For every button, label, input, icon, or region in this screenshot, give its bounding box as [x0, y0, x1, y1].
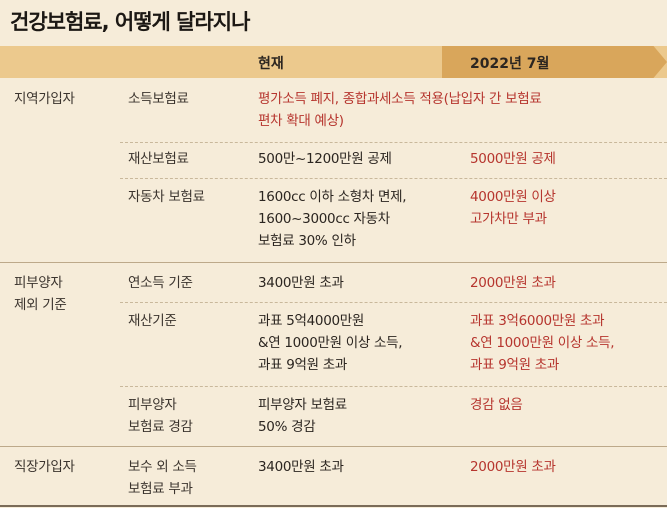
current-value: 3400만원 초과 — [258, 459, 344, 475]
item-label: 재산기준 — [128, 313, 177, 329]
section-divider — [0, 446, 667, 447]
page-title: 건강보험료, 어떻게 달라지나 — [10, 10, 250, 34]
row-divider — [120, 178, 667, 179]
current-value: 1600cc 이하 소형차 면제, — [258, 189, 407, 205]
current-value: 500만~1200만원 공제 — [258, 151, 392, 167]
future-value: 2000만원 초과 — [470, 459, 556, 475]
row-divider — [120, 302, 667, 303]
table-bottom-border — [0, 505, 667, 507]
item-label: 자동차 보험료 — [128, 189, 205, 205]
item-label: 연소득 기준 — [128, 275, 193, 291]
current-value: 3400만원 초과 — [258, 275, 344, 291]
future-value: 고가차만 부과 — [470, 211, 547, 227]
future-value: 5000만원 공제 — [470, 151, 556, 167]
header-accent-arrow — [442, 46, 667, 78]
header-current: 현재 — [258, 56, 284, 72]
future-value: &연 1000만원 이상 소득, — [470, 335, 615, 351]
combined-value: 편차 확대 예상) — [258, 113, 344, 129]
current-value: 피부양자 보험료 — [258, 397, 347, 413]
section-label: 직장가입자 — [14, 459, 75, 475]
row-divider — [120, 386, 667, 387]
section-divider — [0, 262, 667, 263]
combined-value: 평가소득 폐지, 종합과세소득 적용(납입자 간 보험료 — [258, 91, 542, 107]
future-value: 과표 9억원 초과 — [470, 357, 559, 373]
current-value: 과표 5억4000만원 — [258, 313, 365, 329]
section-label: 지역가입자 — [14, 91, 75, 107]
current-value: 보험료 30% 인하 — [258, 233, 356, 249]
current-value: &연 1000만원 이상 소득, — [258, 335, 403, 351]
current-value: 과표 9억원 초과 — [258, 357, 347, 373]
future-value: 경감 없음 — [470, 397, 523, 413]
item-label: 보수 외 소득 — [128, 459, 197, 475]
future-value: 과표 3억6000만원 초과 — [470, 313, 605, 329]
header-future: 2022년 7월 — [470, 56, 550, 72]
future-value: 2000만원 초과 — [470, 275, 556, 291]
section-label: 피부양자 — [14, 275, 63, 291]
row-divider — [120, 142, 667, 143]
item-label: 재산보험료 — [128, 151, 189, 167]
item-label: 피부양자 — [128, 397, 177, 413]
table-header: 현재 2022년 7월 — [0, 46, 667, 78]
current-value: 1600~3000cc 자동차 — [258, 211, 390, 227]
item-label: 보험료 부과 — [128, 481, 193, 497]
current-value: 50% 경감 — [258, 419, 316, 435]
future-value: 4000만원 이상 — [470, 189, 556, 205]
item-label: 소득보험료 — [128, 91, 189, 107]
section-label: 제외 기준 — [14, 297, 67, 313]
item-label: 보험료 경감 — [128, 419, 193, 435]
